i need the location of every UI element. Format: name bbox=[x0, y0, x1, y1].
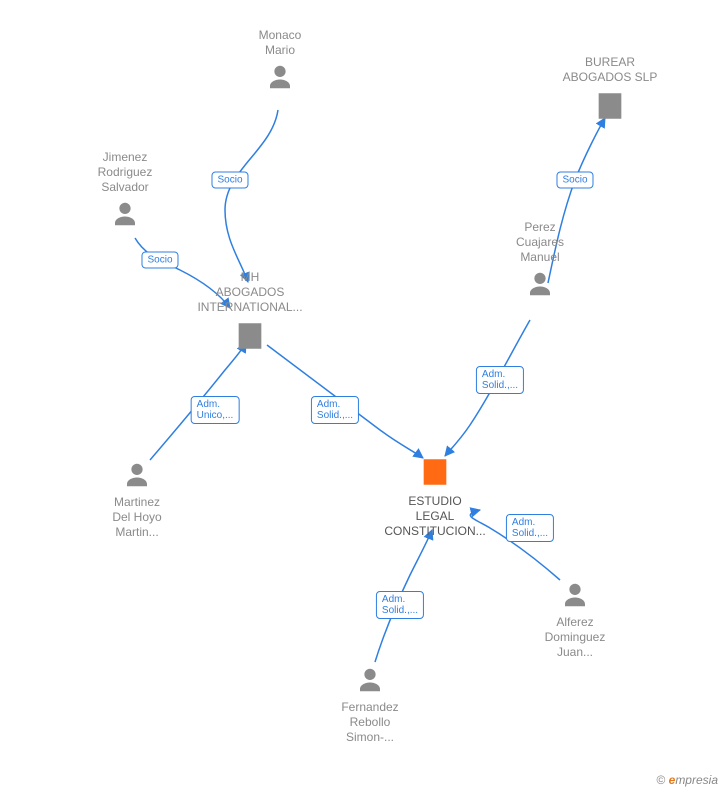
person-icon bbox=[355, 665, 385, 695]
person-icon bbox=[525, 269, 555, 299]
copyright-symbol: © bbox=[656, 773, 665, 787]
person-icon bbox=[560, 580, 590, 610]
node-burear[interactable]: BUREAR ABOGADOS SLP bbox=[550, 55, 670, 128]
copyright: © empresia bbox=[656, 773, 718, 787]
person-icon bbox=[110, 199, 140, 229]
edge-label: Socio bbox=[211, 172, 248, 189]
node-estudio[interactable]: ESTUDIO LEGAL CONSTITUCION... bbox=[375, 455, 495, 543]
building-icon bbox=[418, 455, 452, 489]
edge-path bbox=[225, 110, 278, 282]
edge-label: Adm. Solid.,... bbox=[506, 514, 554, 542]
network-canvas: Socio Socio Adm. Unico,... Adm. Solid.,... S… bbox=[0, 0, 728, 795]
edge-label: Adm. Solid.,... bbox=[311, 396, 359, 424]
edge-label: Adm. Solid.,... bbox=[376, 591, 424, 619]
edge-label: Socio bbox=[141, 252, 178, 269]
node-alferez[interactable]: Alferez Dominguez Juan... bbox=[515, 580, 635, 664]
building-icon bbox=[593, 89, 627, 123]
node-label: Fernandez Rebollo Simon-... bbox=[310, 700, 430, 745]
person-icon bbox=[265, 62, 295, 92]
node-label: Jimenez Rodriguez Salvador bbox=[65, 150, 185, 195]
node-jimenez[interactable]: Jimenez Rodriguez Salvador bbox=[65, 150, 185, 234]
building-icon bbox=[233, 319, 267, 353]
node-label: BUREAR ABOGADOS SLP bbox=[550, 55, 670, 85]
node-label: Alferez Dominguez Juan... bbox=[515, 615, 635, 660]
node-fernandez[interactable]: Fernandez Rebollo Simon-... bbox=[310, 665, 430, 749]
node-label: Monaco Mario bbox=[220, 28, 340, 58]
node-label: MH ABOGADOS INTERNATIONAL... bbox=[190, 270, 310, 315]
person-icon bbox=[122, 460, 152, 490]
node-monaco[interactable]: Monaco Mario bbox=[220, 28, 340, 97]
node-label: ESTUDIO LEGAL CONSTITUCION... bbox=[375, 494, 495, 539]
edge-label: Socio bbox=[556, 172, 593, 189]
edge-label: Adm. Unico,... bbox=[191, 396, 240, 424]
node-label: Martinez Del Hoyo Martin... bbox=[77, 495, 197, 540]
node-mh[interactable]: MH ABOGADOS INTERNATIONAL... bbox=[190, 270, 310, 358]
brand-rest: mpresia bbox=[675, 773, 718, 787]
node-label: Perez Cuajares Manuel bbox=[480, 220, 600, 265]
edge-label: Adm. Solid.,... bbox=[476, 366, 524, 394]
node-perez[interactable]: Perez Cuajares Manuel bbox=[480, 220, 600, 304]
node-martinez[interactable]: Martinez Del Hoyo Martin... bbox=[77, 460, 197, 544]
